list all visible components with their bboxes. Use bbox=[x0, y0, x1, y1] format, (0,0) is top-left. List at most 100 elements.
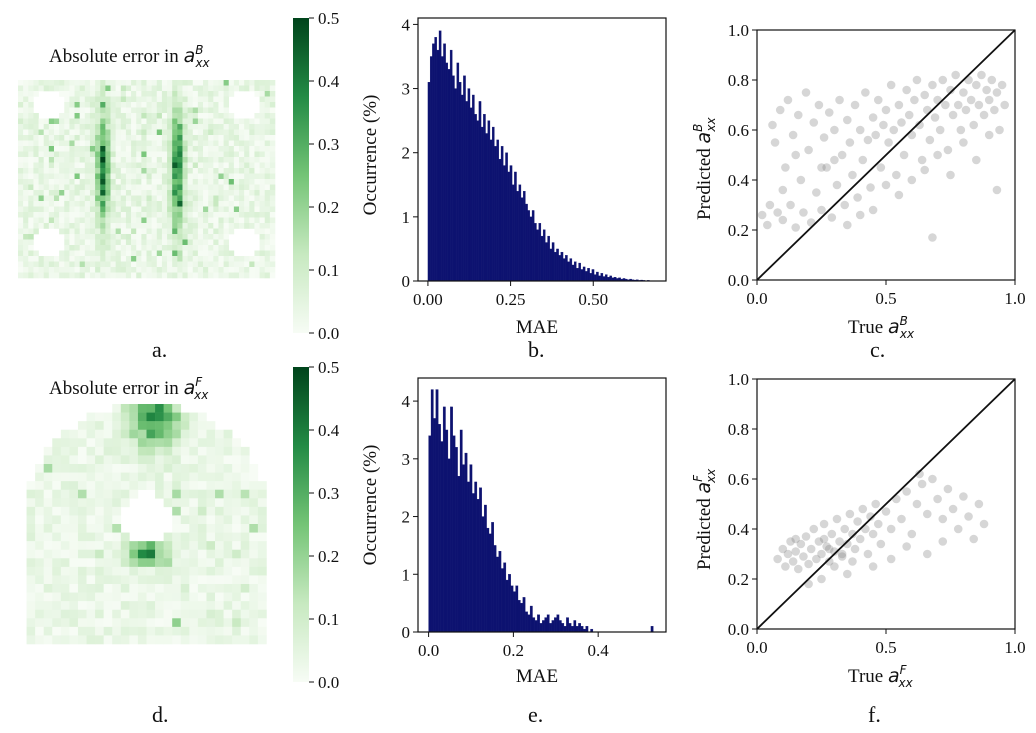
heatmap-cell bbox=[259, 184, 266, 191]
heatmap-cell bbox=[182, 135, 188, 141]
scatter-point bbox=[814, 100, 824, 110]
histogram-bar bbox=[487, 120, 491, 282]
heatmap-cell bbox=[208, 173, 214, 180]
heatmap-cell bbox=[69, 102, 75, 108]
heatmap-cell bbox=[155, 472, 164, 482]
heatmap-cell bbox=[163, 464, 173, 473]
heatmap-cell bbox=[167, 157, 173, 163]
heatmap-cell bbox=[177, 179, 183, 185]
scatter-point bbox=[959, 492, 968, 501]
heatmap-cell bbox=[218, 151, 224, 158]
heatmap-cell bbox=[38, 223, 44, 229]
heatmap-cell bbox=[232, 532, 242, 542]
heatmap-cell bbox=[18, 217, 24, 224]
heatmap-cell bbox=[156, 250, 163, 257]
heatmap-cell bbox=[64, 85, 70, 92]
heatmap-cell bbox=[48, 267, 55, 273]
heatmap-cell bbox=[146, 412, 156, 422]
heatmap-cell bbox=[189, 446, 199, 456]
heatmap-cell bbox=[177, 184, 183, 191]
heatmap-cell bbox=[23, 245, 29, 251]
heatmap-cell bbox=[177, 124, 183, 130]
heatmap-cell bbox=[23, 234, 29, 240]
heatmap-cell bbox=[249, 575, 259, 585]
heatmap-cell bbox=[18, 261, 24, 268]
heatmap-cell bbox=[206, 464, 216, 473]
heatmap-cell bbox=[131, 107, 137, 114]
heatmap-cell bbox=[203, 239, 209, 246]
heatmap-cell bbox=[203, 91, 209, 97]
heatmap-cell bbox=[137, 421, 147, 431]
heatmap-cell bbox=[59, 135, 65, 141]
histogram-bar bbox=[462, 464, 465, 633]
heatmap-cell bbox=[74, 102, 80, 108]
heatmap-cell bbox=[249, 146, 255, 152]
heatmap-cell bbox=[74, 223, 80, 229]
heatmap-cell bbox=[192, 129, 199, 136]
heatmap-cell bbox=[254, 267, 260, 273]
heatmap-cell bbox=[125, 272, 132, 279]
heatmap-cell bbox=[254, 256, 260, 262]
heatmap-cell bbox=[38, 80, 44, 86]
histogram-bar bbox=[563, 626, 567, 633]
heatmap-cell bbox=[95, 532, 104, 542]
heatmap-cell bbox=[110, 190, 116, 196]
heatmap-cell bbox=[69, 626, 79, 636]
heatmap-cell bbox=[228, 212, 235, 218]
heatmap-cell bbox=[269, 184, 276, 191]
heatmap-cell bbox=[100, 107, 106, 114]
heatmap-cell bbox=[156, 140, 163, 147]
colorbar-tick-label: 0.5 bbox=[318, 9, 339, 28]
heatmap-cell bbox=[95, 239, 101, 246]
heatmap-cell bbox=[249, 135, 255, 141]
heatmap-cell bbox=[79, 135, 86, 141]
heatmap-cell bbox=[105, 140, 111, 147]
heatmap-cell bbox=[197, 256, 204, 262]
heatmap-cell bbox=[18, 234, 24, 240]
heatmap-cell bbox=[69, 157, 75, 163]
histogram-bar bbox=[503, 562, 507, 633]
heatmap-cell bbox=[89, 234, 96, 240]
heatmap-cell bbox=[74, 96, 80, 103]
heatmap-cell bbox=[141, 118, 147, 125]
heatmap-cell bbox=[131, 223, 137, 229]
heatmap-cell bbox=[151, 113, 158, 119]
heatmap-cell bbox=[112, 472, 122, 482]
heatmap-cell bbox=[223, 464, 233, 473]
heatmap-cell bbox=[249, 217, 255, 224]
heatmap-cell bbox=[155, 446, 164, 456]
heatmap-cell bbox=[38, 195, 44, 202]
heatmap-cell bbox=[110, 146, 116, 152]
heatmap-cell bbox=[43, 464, 53, 473]
heatmap-cell bbox=[239, 261, 245, 268]
histogram-bar bbox=[562, 258, 566, 282]
heatmap-cell bbox=[28, 250, 34, 257]
heatmap-cell bbox=[257, 618, 267, 628]
heatmap-cell bbox=[240, 515, 250, 525]
heatmap-cell bbox=[129, 438, 139, 448]
heatmap-cell bbox=[269, 168, 276, 174]
heatmap-cell bbox=[249, 609, 259, 619]
heatmap-cell bbox=[48, 217, 55, 224]
heatmap-cell bbox=[151, 272, 158, 279]
heatmap-cell bbox=[249, 184, 255, 191]
heatmap-cell bbox=[259, 267, 266, 273]
heatmap-cell bbox=[38, 179, 44, 185]
heatmap-cell bbox=[79, 140, 86, 147]
heatmap-cell bbox=[161, 179, 168, 185]
heatmap-cell bbox=[156, 223, 163, 229]
heatmap-cell bbox=[180, 635, 190, 645]
heatmap-cell bbox=[172, 261, 178, 268]
heatmap-cell bbox=[103, 592, 113, 602]
heatmap-cell bbox=[103, 609, 113, 619]
heatmap-cell bbox=[206, 592, 216, 602]
heatmap-cell bbox=[161, 239, 168, 246]
heatmap-cell bbox=[43, 635, 53, 645]
heatmap-cell bbox=[167, 250, 173, 257]
heatmap-cell bbox=[254, 113, 260, 119]
heatmap-cell bbox=[208, 124, 214, 130]
histogram-bar bbox=[434, 37, 437, 282]
heatmap-cell bbox=[89, 217, 96, 224]
scatter-point bbox=[791, 150, 800, 160]
heatmap-cell bbox=[141, 124, 147, 130]
